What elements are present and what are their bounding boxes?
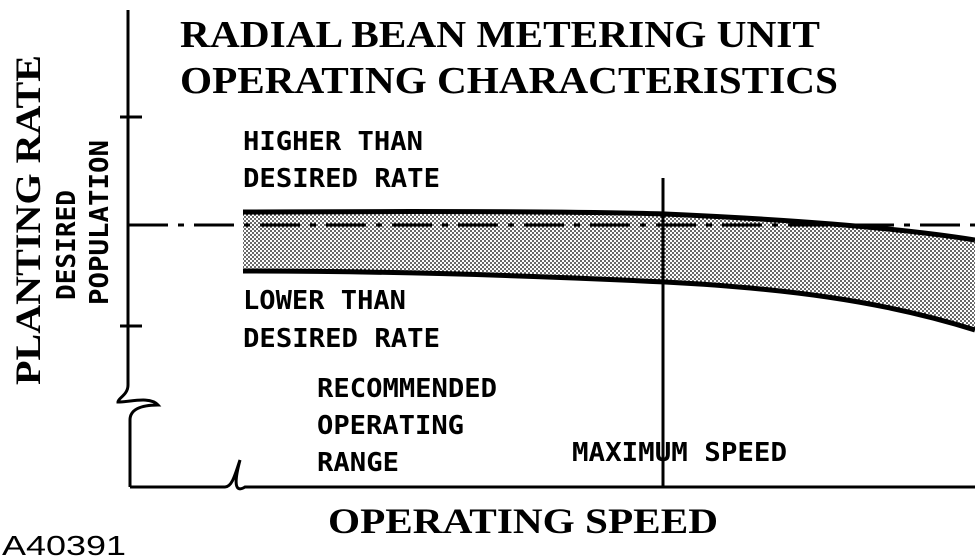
annotation: LOWER THAN (243, 286, 406, 316)
annotation: HIGHER THAN (243, 127, 423, 157)
lower-curve (242, 268, 975, 333)
operating-band (243, 211, 975, 330)
x-axis-label: OPERATING SPEED (328, 501, 718, 541)
title: RADIAL BEAN METERING UNIT (180, 14, 820, 56)
title: OPERATING CHARACTERISTICS (180, 60, 838, 102)
y-axis-label: PLANTING RATE (8, 55, 48, 385)
figure-id: A40391 (2, 530, 126, 559)
annotation: DESIRED RATE (243, 324, 440, 354)
y-axis (116, 10, 162, 487)
annotation: OPERATING (317, 411, 464, 441)
annotation: DESIRED RATE (243, 164, 440, 194)
y-sublabel: DESIRED (52, 190, 82, 300)
y-sublabel: POPULATION (85, 140, 115, 305)
annotation: RANGE (317, 448, 399, 478)
upper-curve (242, 209, 975, 243)
annotation: RECOMMENDED (317, 374, 497, 404)
annotation: MAXIMUM SPEED (572, 438, 787, 468)
x-axis (130, 459, 975, 491)
